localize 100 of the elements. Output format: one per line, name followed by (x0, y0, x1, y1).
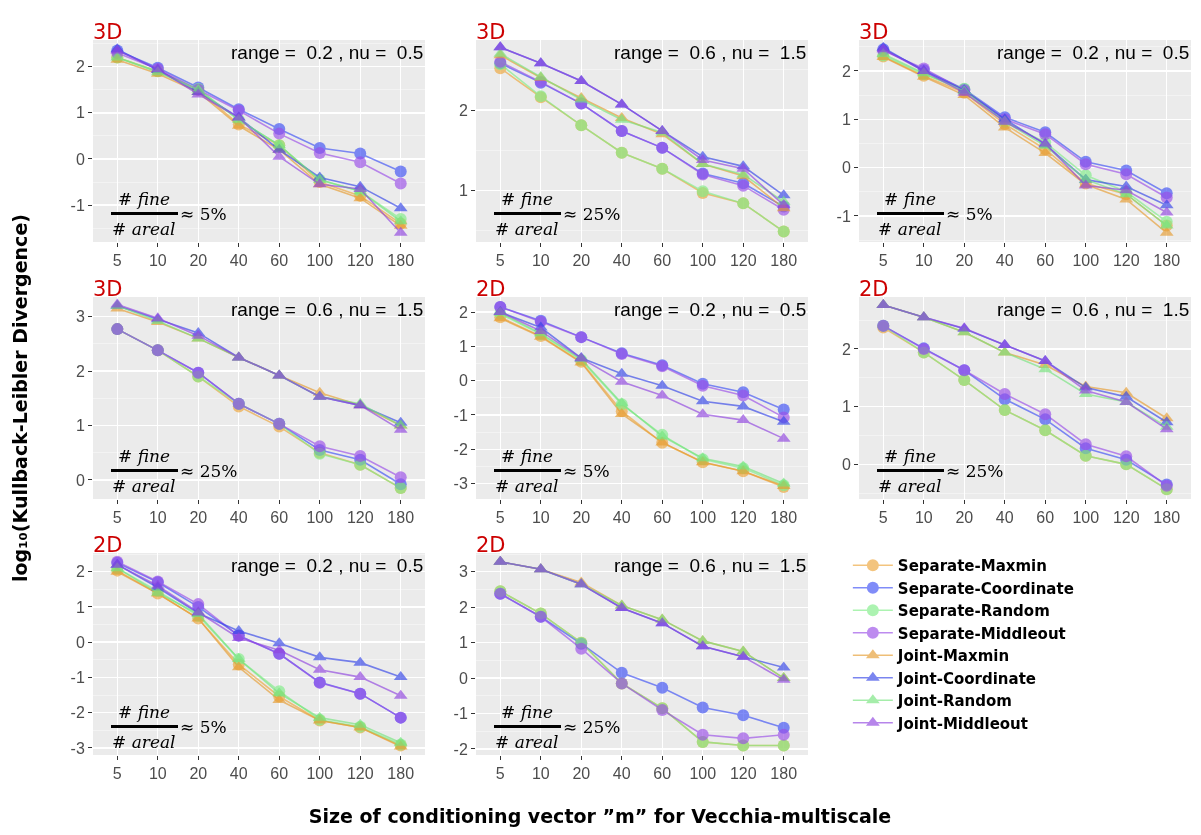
annotation: # areal (112, 732, 176, 752)
annotation: range = 0.6 , nu = 1.5 (614, 42, 807, 63)
y-tick-label: -3 (70, 739, 85, 757)
x-tick-label: 20 (955, 509, 974, 527)
legend-label: Separate-Middleout (897, 624, 1066, 643)
annotation: # fine (118, 189, 170, 209)
x-tick-label: 120 (346, 509, 374, 527)
x-tick-label: 180 (387, 509, 415, 527)
chart-title: 3D (859, 20, 889, 44)
annotation: # areal (112, 219, 176, 239)
x-tick-label: 5 (878, 509, 888, 527)
x-tick-label: 20 (572, 765, 591, 783)
y-tick-label: 0 (841, 455, 851, 473)
annotation: # fine (118, 446, 170, 466)
x-tick-label: 180 (387, 765, 415, 783)
x-tick-label: 60 (1036, 509, 1055, 527)
annotation: # areal (495, 732, 559, 752)
y-tick-label: 1 (841, 110, 851, 128)
y-tick-label: -1 (453, 705, 468, 723)
x-tick-label: 10 (148, 252, 167, 270)
x-tick-label: 40 (229, 765, 248, 783)
x-tick-label: 120 (1112, 509, 1140, 527)
y-tick-label: 3 (75, 308, 85, 326)
x-axis-title: Size of conditioning vector ”m” for Vecchia-multiscale (308, 805, 892, 827)
x-tick-label: 120 (729, 765, 757, 783)
legend-label: Joint-Maxmin (896, 647, 1010, 666)
x-tick-label: 5 (112, 765, 122, 783)
x-tick-label: 60 (1036, 252, 1055, 270)
annotation: range = 0.2 , nu = 0.5 (614, 299, 807, 320)
legend-label: Joint-Coordinate (896, 669, 1036, 688)
y-tick-label: 0 (75, 633, 85, 651)
annotation: range = 0.2 , nu = 0.5 (231, 42, 424, 63)
y-tick-label: 2 (458, 303, 468, 321)
y-tick-label: 1 (458, 634, 468, 652)
x-tick-label: 100 (1072, 509, 1100, 527)
x-tick-label: 40 (612, 509, 631, 527)
x-tick-label: 180 (1153, 252, 1181, 270)
annotation: # areal (878, 476, 942, 496)
x-tick-label: 120 (346, 252, 374, 270)
y-tick-label: 0 (75, 150, 85, 168)
chart-title: 3D (93, 20, 123, 44)
x-tick-label: 180 (387, 252, 415, 270)
y-tick-label: -2 (453, 440, 468, 458)
x-tick-label: 60 (653, 252, 672, 270)
x-tick-label: 180 (1153, 509, 1181, 527)
annotation: ≈ 25% (946, 461, 1004, 481)
annotation: ≈ 5% (946, 204, 993, 224)
y-tick-label: 2 (75, 58, 85, 76)
x-tick-label: 5 (878, 252, 888, 270)
y-tick-label: -2 (453, 740, 468, 758)
y-tick-label: 2 (458, 101, 468, 119)
y-tick-label: 2 (458, 598, 468, 616)
x-tick-label: 5 (495, 509, 505, 527)
x-tick-label: 100 (689, 509, 717, 527)
x-tick-label: 5 (112, 252, 122, 270)
x-tick-label: 10 (148, 509, 167, 527)
chart-title: 2D (859, 277, 889, 301)
x-tick-label: 180 (770, 765, 798, 783)
x-tick-label: 100 (306, 252, 334, 270)
x-tick-label: 20 (572, 252, 591, 270)
x-tick-label: 100 (306, 765, 334, 783)
x-tick-label: 40 (229, 252, 248, 270)
x-tick-label: 20 (189, 252, 208, 270)
chart-title: 2D (476, 533, 506, 557)
y-tick-label: 3 (458, 563, 468, 581)
y-tick-label: 0 (458, 669, 468, 687)
y-tick-label: -1 (70, 669, 85, 687)
annotation: # fine (884, 189, 936, 209)
x-tick-label: 10 (531, 509, 550, 527)
annotation: # fine (501, 702, 553, 722)
y-tick-label: 1 (75, 104, 85, 122)
y-tick-label: -3 (453, 475, 468, 493)
y-tick-label: 1 (458, 337, 468, 355)
legend-label: Separate-Coordinate (897, 579, 1074, 598)
x-tick-label: 60 (270, 765, 289, 783)
legend-label: Separate-Random (897, 602, 1050, 621)
annotation: range = 0.2 , nu = 0.5 (997, 42, 1190, 63)
x-tick-label: 60 (270, 252, 289, 270)
y-axis-title: log₁₀(Kullback-Leibler Divergence) (9, 214, 31, 582)
y-tick-label: 2 (75, 563, 85, 581)
x-tick-label: 40 (612, 252, 631, 270)
legend-label: Separate-Maxmin (897, 557, 1047, 576)
x-tick-label: 10 (531, 252, 550, 270)
annotation: # fine (884, 446, 936, 466)
x-tick-label: 40 (995, 509, 1014, 527)
x-tick-label: 40 (612, 765, 631, 783)
x-tick-label: 60 (653, 509, 672, 527)
legend-label: Joint-Random (896, 692, 1012, 711)
annotation: # areal (878, 219, 942, 239)
y-tick-label: 2 (75, 362, 85, 380)
annotation: ≈ 5% (180, 717, 227, 737)
y-tick-label: 0 (458, 372, 468, 390)
annotation: range = 0.6 , nu = 1.5 (614, 555, 807, 576)
annotation: ≈ 25% (563, 717, 621, 737)
y-tick-label: -2 (70, 704, 85, 722)
x-tick-label: 10 (914, 509, 933, 527)
x-tick-label: 120 (346, 765, 374, 783)
legend-label: Joint-Middleout (896, 714, 1028, 733)
chart-title: 3D (93, 277, 123, 301)
x-tick-label: 100 (689, 252, 717, 270)
